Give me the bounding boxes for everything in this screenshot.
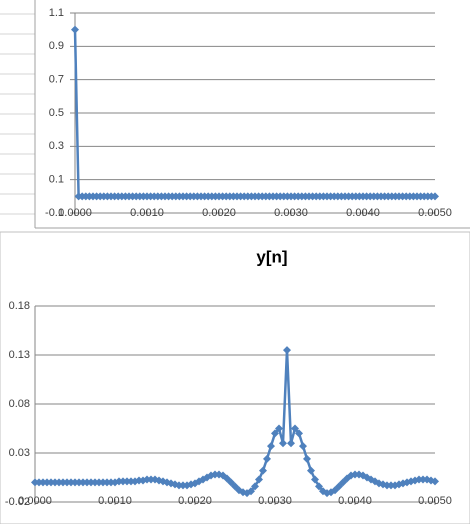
x-tick-label: 0.0020 (202, 207, 236, 219)
sheet-cells (0, 13, 35, 215)
data-marker (287, 439, 295, 448)
x-tick-label: 0.0020 (178, 495, 212, 507)
data-marker (275, 424, 283, 433)
x-tick-label: 0.0040 (346, 207, 380, 219)
y-tick-label: 0.7 (49, 74, 64, 86)
y-tick-label: 1.1 (49, 7, 64, 19)
y-tick-label: 0.08 (9, 398, 30, 410)
chart-frame (0, 231, 470, 524)
data-marker (255, 475, 263, 484)
x-tick-label: 0.0000 (58, 207, 92, 219)
data-marker (431, 477, 439, 486)
x-tick-label: 0.0030 (274, 207, 308, 219)
y-tick-label: -0.1 (45, 207, 64, 219)
data-marker (315, 482, 323, 491)
y-tick-label: 0.18 (9, 300, 30, 312)
x-tick-label: 0.0050 (418, 207, 452, 219)
data-marker (307, 466, 315, 475)
data-marker (311, 475, 319, 484)
y-tick-label: 0.3 (49, 140, 64, 152)
data-marker (303, 454, 311, 463)
chart-title: y[n] (256, 247, 287, 266)
data-marker (267, 442, 275, 451)
y-tick-label: 0.13 (9, 349, 30, 361)
x-tick-label: 0.0040 (338, 495, 372, 507)
data-marker (431, 192, 439, 201)
x-tick-label: 0.0010 (130, 207, 164, 219)
data-marker (247, 487, 255, 496)
x-tick-label: 0.0010 (98, 495, 132, 507)
x-tick-label: 0.0050 (418, 495, 452, 507)
data-marker (271, 429, 279, 438)
data-marker (279, 439, 287, 448)
data-marker (299, 442, 307, 451)
data-marker (259, 466, 267, 475)
y-tick-label: -0.02 (5, 496, 30, 508)
data-marker (263, 454, 271, 463)
y-tick-label: 0.03 (9, 447, 30, 459)
data-marker (291, 424, 299, 433)
y-tick-label: 0.5 (49, 107, 64, 119)
y-tick-label: 0.9 (49, 40, 64, 52)
x-tick-label: 0.0000 (18, 495, 52, 507)
data-marker (283, 346, 291, 355)
data-marker (71, 25, 79, 34)
y-tick-label: 0.1 (49, 174, 64, 186)
data-marker (251, 482, 259, 491)
x-tick-label: 0.0030 (258, 495, 292, 507)
data-marker (295, 429, 303, 438)
